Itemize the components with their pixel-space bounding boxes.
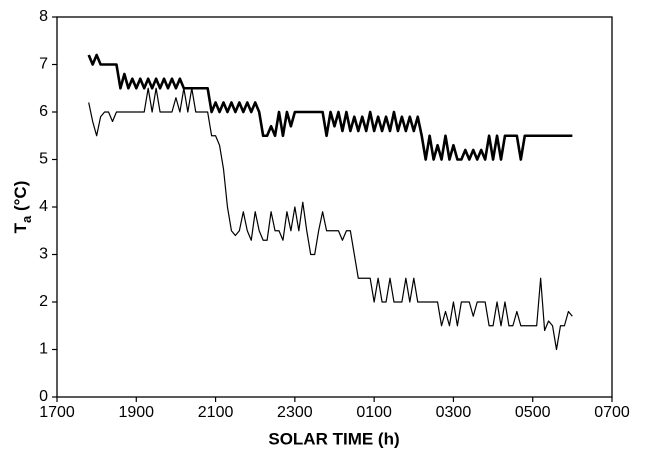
y-tick-label: 4 — [39, 198, 48, 215]
y-tick-label: 6 — [39, 103, 48, 120]
y-tick-label: 5 — [39, 151, 48, 168]
y-tick-label: 1 — [39, 341, 48, 358]
plot-frame — [56, 16, 613, 398]
y-tick-label: 2 — [39, 293, 48, 310]
y-tick-label: 3 — [39, 246, 48, 263]
y-title-main: T — [11, 222, 30, 233]
x-axis-title: SOLAR TIME (h) — [268, 429, 399, 448]
x-tick-label: 1700 — [39, 404, 75, 421]
data-line — [87, 53, 573, 161]
y-title-unit: (°C) — [11, 181, 30, 216]
y-title-sub: a — [19, 215, 34, 223]
x-tick-label: 0100 — [356, 404, 392, 421]
x-tick-label: 2100 — [198, 404, 234, 421]
y-axis-title: Ta (°C) — [11, 181, 34, 234]
x-tick-label: 0700 — [594, 404, 630, 421]
y-tick-label: 8 — [39, 8, 48, 25]
x-tick-label: 2300 — [277, 404, 313, 421]
data-line — [88, 87, 573, 351]
x-tick-label: 0300 — [436, 404, 472, 421]
y-tick-label: 0 — [39, 388, 48, 405]
y-tick-label: 7 — [39, 56, 48, 73]
x-tick-label: 0500 — [515, 404, 551, 421]
x-tick-label: 1900 — [118, 404, 154, 421]
